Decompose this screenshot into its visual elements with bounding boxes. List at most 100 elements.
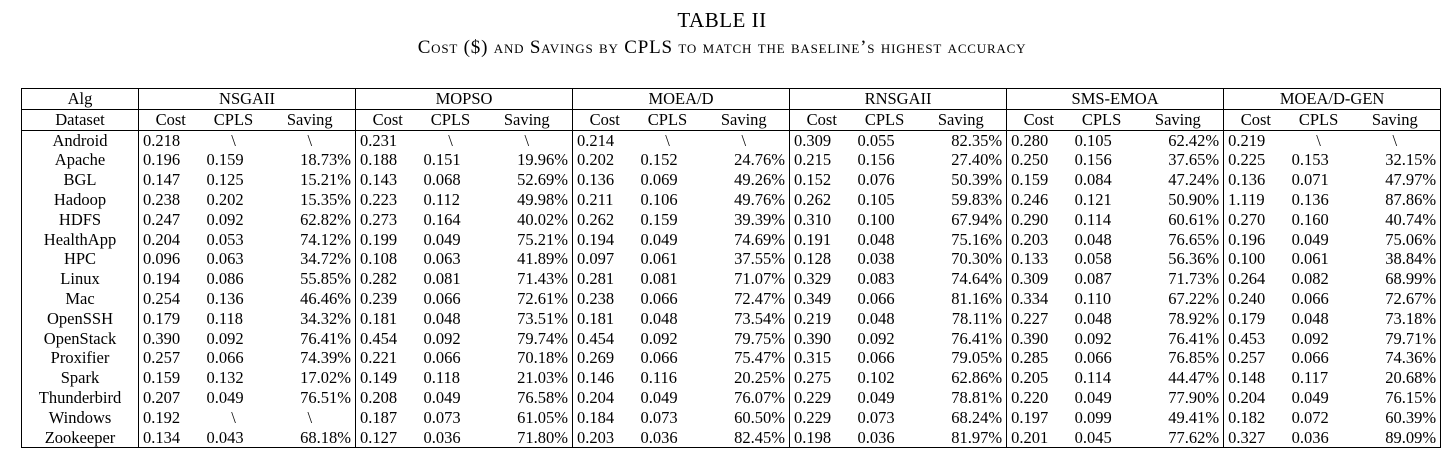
saving-cell: 47.24% [1132,170,1225,190]
cost-cell: 0.273 [355,209,420,230]
saving-cell: 78.92% [1132,308,1225,329]
cost-cell: 0.238 [572,288,637,309]
cost-cell: 0.198 [789,427,854,449]
cost-cell: 0.221 [355,348,420,369]
saving-cell: 67.94% [915,209,1008,230]
saving-cell: 40.74% [1349,209,1442,230]
table-row: HDFS 0.247 0.092 62.82% 0.273 0.164 40.02% 0.26… [21,209,1442,230]
cpls-cell: 0.092 [857,328,895,348]
cpls-cell: 0.066 [640,348,678,368]
cpls-cell: 0.048 [857,308,895,328]
cpls-cell: 0.082 [1291,269,1329,289]
saving-cell: 72.61% [481,288,573,309]
saving-cell: 71.07% [698,269,791,289]
saving-cell: 56.36% [1132,249,1225,270]
cost-cell: 0.329 [789,269,854,289]
saving-cell: 74.12% [264,229,356,250]
cost-cell: 0.204 [1223,387,1288,408]
saving-cell: 68.24% [915,407,1008,428]
table-row: BGL 0.147 0.125 15.21% 0.143 0.068 52.69% 0.136… [21,170,1442,190]
table-row: Thunderbird 0.207 0.049 76.51% 0.208 0.049 76.… [21,387,1442,408]
saving-cell: 71.80% [481,427,573,449]
subcolumn-header: CPLS [636,109,699,131]
cost-cell: 0.204 [572,387,637,408]
saving-cell: 60.50% [698,407,791,428]
cost-cell: 0.247 [138,209,203,230]
cpls-cell: 0.066 [1074,348,1112,368]
saving-cell: 75.47% [698,348,791,369]
cost-cell: 0.188 [355,150,420,171]
cpls-cell: 0.151 [423,150,461,170]
saving-cell: \ [264,407,356,428]
cpls-cell: 0.049 [423,387,461,407]
cost-cell: 0.240 [1223,288,1288,309]
cpls-cell: \ [231,407,236,427]
cost-cell: 0.179 [138,308,203,329]
subcolumn-header: Saving [1132,109,1225,131]
cpls-cell: \ [231,130,236,150]
cost-cell: 0.202 [572,150,637,171]
cpls-cell: 0.049 [857,387,895,407]
subcolumn-header: CPLS [1287,109,1350,131]
cpls-cell: 0.159 [640,209,678,229]
cost-cell: 0.194 [138,269,203,289]
saving-cell: 73.54% [698,308,791,329]
cpls-cell: 0.116 [640,368,678,388]
algorithm-header: MOEA/D [571,88,791,110]
cost-cell: 0.218 [138,130,203,151]
saving-cell: 40.02% [481,209,573,230]
saving-cell: 34.72% [264,249,356,270]
cost-cell: 0.250 [1006,150,1071,171]
algorithm-header: RNSGAII [789,88,1008,110]
cpls-cell: 0.048 [1074,229,1112,249]
subcolumn-header: Cost [138,109,203,131]
algorithm-header: MOPSO [355,88,573,110]
cpls-cell: 0.164 [423,209,461,229]
cpls-cell: 0.048 [857,229,895,249]
saving-cell: 20.25% [698,368,791,388]
cost-cell: 0.192 [138,407,203,428]
dataset-name: OpenStack [21,328,139,349]
algorithm-header-row: Alg NSGAII MOPSO MOEA/D RNSGAII SMS-EMOA MOEA… [21,88,1442,110]
cpls-cell: 0.036 [853,427,916,449]
subcolumn-header: CPLS [853,109,916,131]
saving-cell: 82.45% [698,427,791,449]
algorithm-header: MOEA/D-GEN [1223,88,1442,110]
saving-cell: 24.76% [698,150,791,171]
cpls-cell: 0.092 [1074,328,1112,348]
cost-cell: 0.334 [1006,288,1071,309]
saving-cell: 82.35% [915,130,1008,151]
cost-cell: 0.282 [355,269,420,289]
cpls-cell: 0.114 [1074,209,1112,229]
cpls-cell: 0.156 [857,150,895,170]
table-caption: TABLE II Cost ($) and Savings by CPLS to… [0,8,1444,60]
table-row: Spark 0.159 0.132 17.02% 0.149 0.118 21.03% 0.1… [21,368,1442,388]
cost-cell: 0.231 [355,130,420,151]
subcolumn-header: Cost [1006,109,1071,131]
saving-cell: 49.26% [698,170,791,190]
cost-cell: 0.275 [789,368,854,388]
cost-cell: 0.181 [355,308,420,329]
cpls-cell: 0.092 [640,328,678,348]
table-row: Zookeeper 0.134 0.043 68.18% 0.127 0.036 71.80… [21,427,1442,449]
cost-cell: 0.310 [789,209,854,230]
saving-cell: 39.39% [698,209,791,230]
cpls-cell: 0.202 [206,189,244,209]
cpls-cell: \ [1316,130,1321,150]
saving-cell: 71.43% [481,269,573,289]
cpls-cell: 0.036 [1287,427,1350,449]
cpls-cell: 0.105 [857,189,895,209]
cpls-cell: 0.049 [640,387,678,407]
cpls-cell: 0.087 [1074,269,1112,289]
saving-cell: 60.39% [1349,407,1442,428]
table-row: OpenStack 0.390 0.092 76.41% 0.454 0.092 79.74… [21,328,1442,349]
saving-cell: 87.86% [1349,189,1442,210]
cost-cell: 0.127 [355,427,420,449]
table-row: Windows 0.192 \ \ 0.187 0.073 61.05% 0.184 0.073… [21,407,1442,428]
cpls-cell: 0.049 [206,387,244,407]
cpls-cell: 0.102 [857,368,895,388]
cost-cell: 0.159 [138,368,203,388]
cost-cell: 0.349 [789,288,854,309]
cpls-cell: 0.038 [857,249,895,269]
dataset-name: Zookeeper [21,427,139,449]
